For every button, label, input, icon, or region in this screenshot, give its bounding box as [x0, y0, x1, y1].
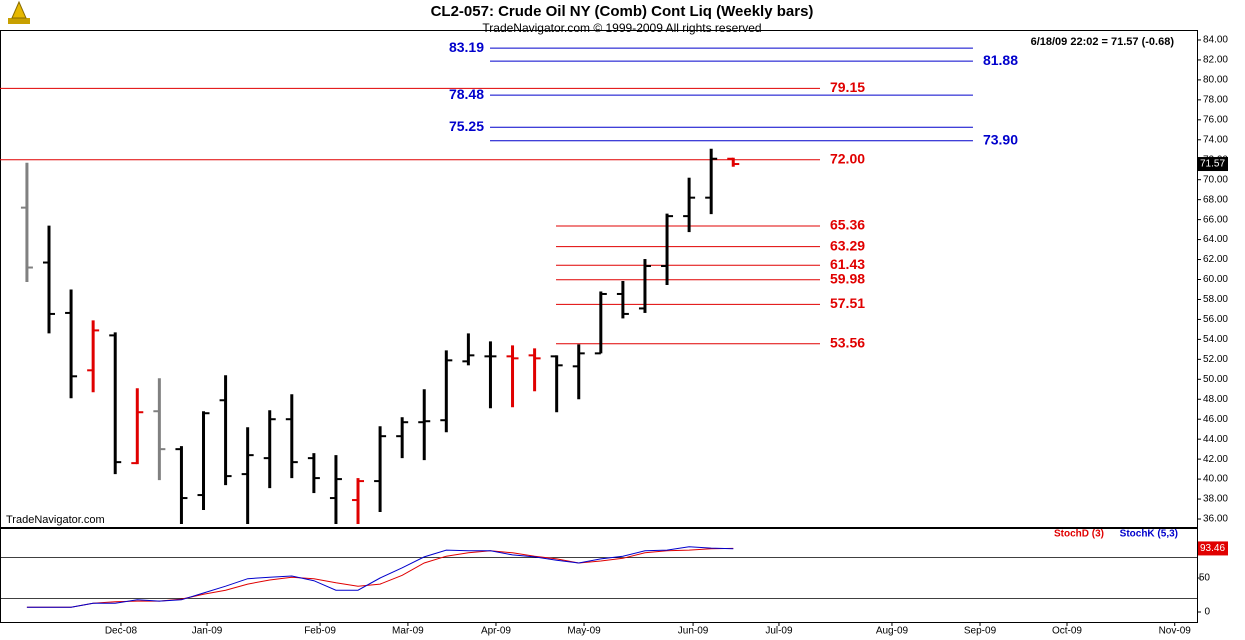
y-tick-label: 0: [1204, 607, 1210, 618]
x-tick-label: Nov-09: [1159, 626, 1192, 637]
y-tick-label: 64.00: [1203, 234, 1228, 245]
x-tick-label: Aug-09: [876, 626, 909, 637]
y-tick-label: 50.00: [1203, 374, 1228, 385]
level-label: 72.00: [830, 150, 865, 166]
y-tick-label: 52.00: [1203, 354, 1228, 365]
last-price-label: 71.57: [1200, 159, 1225, 170]
y-tick-label: 54.00: [1203, 334, 1228, 345]
level-label: 81.88: [983, 52, 1018, 68]
last-value-label: 93.46: [1200, 543, 1225, 554]
level-label: 83.19: [449, 39, 484, 55]
chart-subtitle: TradeNavigator.com © 1999-2009 All right…: [482, 21, 761, 35]
y-tick-label: 56.00: [1203, 314, 1228, 325]
x-tick-label: Jun-09: [678, 626, 709, 637]
y-tick-label: 38.00: [1203, 494, 1228, 505]
legend-entry: StochK (5,3): [1120, 529, 1178, 540]
x-tick-label: Oct-09: [1052, 626, 1082, 637]
y-tick-label: 60.00: [1203, 274, 1228, 285]
level-label: 75.25: [449, 118, 484, 134]
level-label: 53.56: [830, 334, 865, 350]
level-label: 61.43: [830, 256, 865, 272]
x-tick-label: Jul-09: [765, 626, 793, 637]
y-tick-label: 76.00: [1203, 114, 1228, 125]
legend-entry: StochD (3): [1054, 529, 1104, 540]
y-tick-label: 80.00: [1203, 75, 1228, 86]
y-tick-label: 70.00: [1203, 174, 1228, 185]
level-label: 65.36: [830, 217, 865, 233]
y-tick-label: 58.00: [1203, 294, 1228, 305]
level-label: 63.29: [830, 237, 865, 253]
y-tick-label: 44.00: [1203, 434, 1228, 445]
y-tick-label: 48.00: [1203, 394, 1228, 405]
stoch-panel-frame: [0, 528, 1198, 623]
y-tick-label: 46.00: [1203, 414, 1228, 425]
x-tick-label: Jan-09: [192, 626, 223, 637]
y-tick-label: 82.00: [1203, 55, 1228, 66]
x-tick-label: Sep-09: [964, 626, 997, 637]
y-tick-label: 36.00: [1203, 514, 1228, 525]
x-tick-label: Dec-08: [105, 626, 138, 637]
last-price-box: [1198, 157, 1228, 172]
level-label: 73.90: [983, 131, 1018, 147]
stoch-line: [26, 546, 734, 608]
level-label: 78.48: [449, 86, 484, 102]
y-tick-label: 74.00: [1203, 134, 1228, 145]
last-value-box: [1198, 541, 1228, 556]
logo: [8, 0, 30, 24]
x-tick-label: May-09: [567, 626, 601, 637]
level-label: 79.15: [830, 79, 865, 95]
y-tick-label: 84.00: [1203, 35, 1228, 46]
y-tick-label: 68.00: [1203, 194, 1228, 205]
stoch-line: [26, 547, 734, 608]
y-tick-label: 78.00: [1203, 95, 1228, 106]
price-info: 6/18/09 22:02 = 71.57 (-0.68): [1031, 36, 1175, 48]
x-tick-label: Mar-09: [392, 626, 424, 637]
x-tick-label: Apr-09: [481, 626, 511, 637]
y-tick-label: 50: [1199, 573, 1211, 584]
chart-title: CL2-057: Crude Oil NY (Comb) Cont Liq (W…: [431, 3, 814, 20]
y-tick-label: 62.00: [1203, 254, 1228, 265]
y-tick-label: 42.00: [1203, 454, 1228, 465]
level-label: 59.98: [830, 270, 865, 286]
y-tick-label: 66.00: [1203, 214, 1228, 225]
level-label: 57.51: [830, 295, 865, 311]
x-tick-label: Feb-09: [304, 626, 336, 637]
y-tick-label: 40.00: [1203, 474, 1228, 485]
watermark: TradeNavigator.com: [6, 514, 105, 526]
